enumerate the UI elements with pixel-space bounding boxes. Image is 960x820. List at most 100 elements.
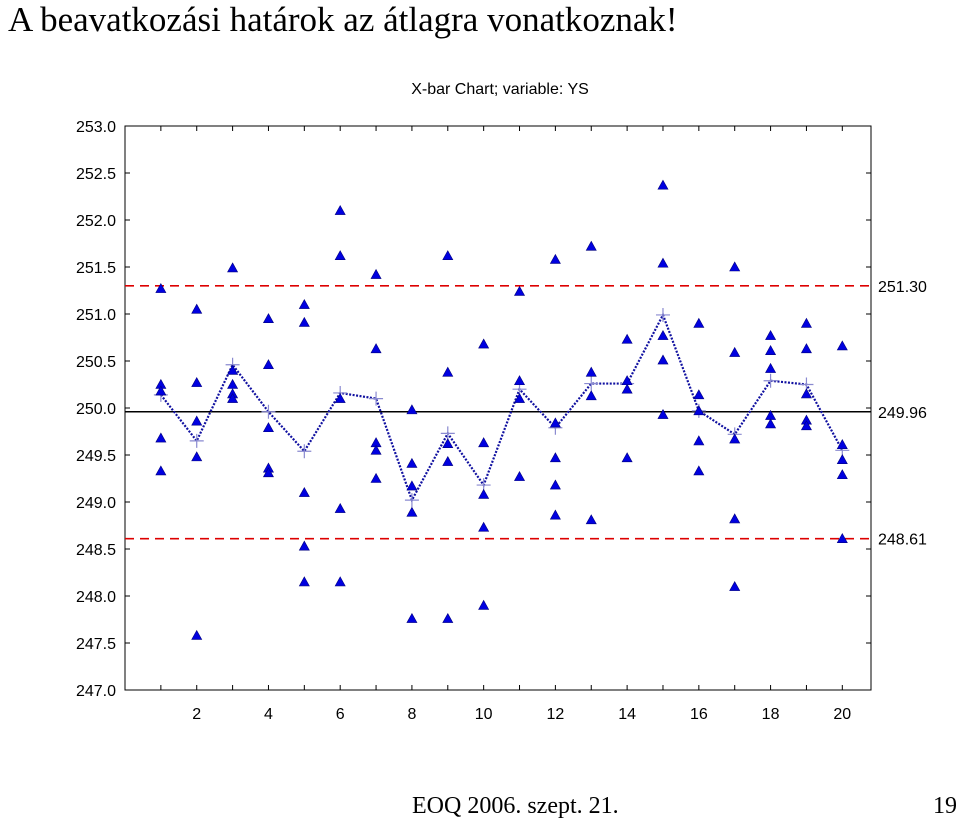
lcl-label: 248.61 (878, 532, 927, 549)
observation-point (800, 343, 812, 354)
observation-point (155, 385, 167, 396)
observation-point (585, 240, 597, 251)
observation-point (729, 580, 741, 591)
observation-point (693, 389, 705, 400)
observation-point (227, 262, 239, 273)
observation-point (693, 465, 705, 476)
x-tick-label: 4 (264, 706, 273, 723)
observation-point (191, 303, 203, 314)
mean-line (153, 307, 850, 508)
observation-point (836, 454, 848, 464)
y-tick-label: 247.5 (76, 636, 116, 653)
observation-point (370, 472, 382, 483)
observation-point (657, 354, 669, 365)
mean-marker (189, 433, 204, 448)
y-tick-label: 251.5 (76, 260, 116, 277)
observation-point (693, 405, 705, 416)
observation-point (298, 298, 310, 309)
observation-point (836, 533, 848, 543)
mean-marker (404, 493, 419, 508)
y-tick-label: 247.0 (76, 683, 116, 700)
mean-marker (261, 404, 276, 419)
observation-point (262, 467, 274, 478)
control-limit-labels: 251.30 249.96 248.61 (878, 279, 927, 549)
observation-point (406, 612, 418, 623)
observation-point (155, 432, 167, 443)
observation-point (729, 346, 741, 357)
y-tick-label: 248.5 (76, 542, 116, 559)
observation-point (334, 576, 346, 587)
x-axis: 2 4 6 8 10 12 14 16 18 20 (160, 126, 851, 723)
x-tick-label: 2 (192, 706, 201, 723)
observation-point (621, 333, 633, 344)
observation-point (334, 250, 346, 261)
observation-point (227, 364, 239, 375)
mean-marker (440, 426, 455, 441)
y-tick-label: 252.5 (76, 166, 116, 183)
mean-marker (369, 391, 384, 406)
slide-title: A beavatkozási határok az átlagra vonatk… (8, 0, 678, 39)
observation-point (657, 408, 669, 419)
y-tick-label: 249.5 (76, 448, 116, 465)
observation-point (729, 261, 741, 272)
observation-point (514, 392, 526, 403)
observation-point (800, 317, 812, 328)
observation-point (406, 457, 418, 468)
observation-point (657, 179, 669, 190)
mean-marker (655, 307, 670, 322)
y-tick-label: 248.0 (76, 589, 116, 606)
observation-point (693, 435, 705, 446)
observation-point (836, 439, 848, 449)
observation-point (155, 465, 167, 476)
observation-point (514, 375, 526, 386)
observation-point (800, 420, 812, 431)
mean-marker (584, 376, 599, 391)
y-tick-label: 251.0 (76, 307, 116, 324)
control-limits (125, 284, 871, 540)
x-tick-label: 16 (690, 706, 708, 723)
observation-point (729, 513, 741, 524)
footer-text: EOQ 2006. szept. 21. (412, 793, 619, 819)
observation-point (334, 502, 346, 513)
observation-point (155, 283, 167, 293)
observation-point (514, 471, 526, 481)
observation-point (514, 285, 526, 296)
observation-point (298, 540, 310, 551)
x-tick-label: 14 (618, 706, 636, 723)
observation-point (442, 612, 454, 623)
observation-point (657, 257, 669, 268)
observation-point (800, 388, 812, 399)
observation-point (442, 250, 454, 261)
x-tick-label: 18 (762, 706, 780, 723)
x-tick-label: 10 (475, 706, 493, 723)
observation-point (478, 338, 490, 349)
observation-point (549, 417, 561, 428)
x-tick-label: 8 (407, 706, 416, 723)
observation-point (621, 452, 633, 463)
x-tick-label: 12 (546, 706, 564, 723)
observation-point (549, 452, 561, 463)
observation-point (585, 514, 597, 525)
observation-point (406, 404, 418, 415)
y-tick-label: 249.0 (76, 495, 116, 512)
observation-point (191, 415, 203, 426)
center-line-label: 249.96 (878, 405, 927, 422)
observation-point (262, 422, 274, 433)
observation-point (836, 340, 848, 351)
mean-marker (763, 373, 778, 388)
x-tick-label: 20 (833, 706, 851, 723)
observation-point (765, 330, 777, 340)
observation-point (442, 455, 454, 466)
plot-frame (124, 125, 872, 691)
observation-point (442, 366, 454, 377)
observation-point (191, 377, 203, 387)
observation-point (657, 330, 669, 340)
observation-point (836, 469, 848, 480)
observation-point (370, 268, 382, 279)
observation-point (227, 378, 239, 389)
observation-point (227, 392, 239, 403)
observation-point (262, 359, 274, 370)
observation-point (621, 383, 633, 394)
observation-point (334, 204, 346, 215)
observation-point (585, 390, 597, 401)
